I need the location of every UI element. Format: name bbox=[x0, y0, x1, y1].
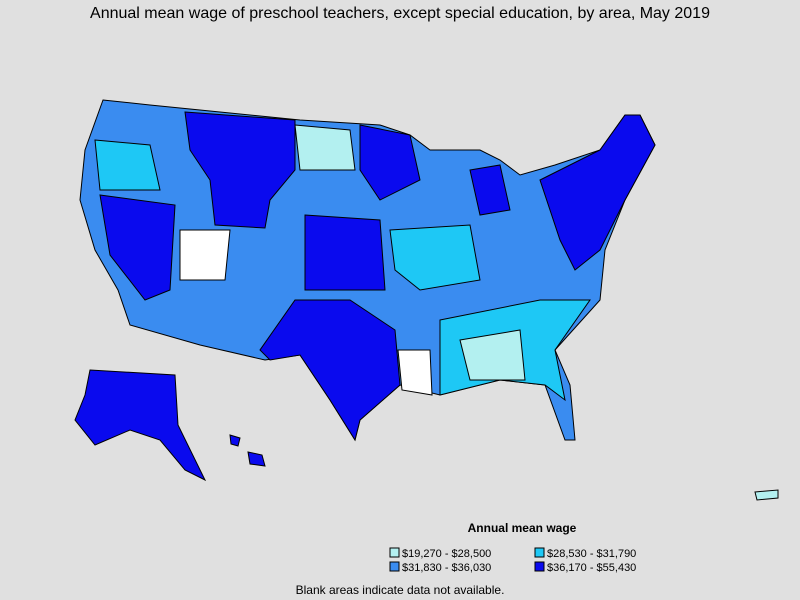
legend-swatch bbox=[534, 547, 545, 558]
legend-label: $19,270 - $28,500 bbox=[402, 548, 491, 560]
footnote: Blank areas indicate data not available. bbox=[296, 583, 505, 597]
map-region bbox=[539, 114, 656, 271]
map-region bbox=[359, 124, 421, 201]
map-region bbox=[294, 124, 356, 171]
legend-label: $31,830 - $36,030 bbox=[402, 562, 491, 574]
map-region bbox=[74, 369, 207, 482]
map-region bbox=[304, 214, 386, 291]
map-region bbox=[99, 194, 176, 301]
legend-swatch bbox=[389, 547, 400, 558]
map-region bbox=[94, 139, 161, 191]
map bbox=[74, 99, 779, 501]
map-region bbox=[259, 299, 401, 442]
map-region bbox=[397, 349, 433, 396]
map-region bbox=[754, 489, 779, 501]
map-region bbox=[459, 329, 526, 381]
legend-swatch bbox=[389, 561, 400, 572]
map-region bbox=[184, 111, 296, 229]
map-title: Annual mean wage of preschool teachers, … bbox=[90, 5, 710, 22]
map-region bbox=[247, 451, 266, 467]
map-region bbox=[389, 224, 481, 291]
map-region bbox=[229, 434, 241, 447]
legend-swatch bbox=[534, 561, 545, 572]
legend-label: $36,170 - $55,430 bbox=[547, 562, 636, 574]
legend: $19,270 - $28,500 $28,530 - $31,790 $31,83… bbox=[389, 547, 636, 574]
legend-label: $28,530 - $31,790 bbox=[547, 548, 636, 560]
legend-title: Annual mean wage bbox=[468, 521, 577, 535]
map-region bbox=[469, 164, 511, 216]
map-region bbox=[179, 229, 231, 281]
